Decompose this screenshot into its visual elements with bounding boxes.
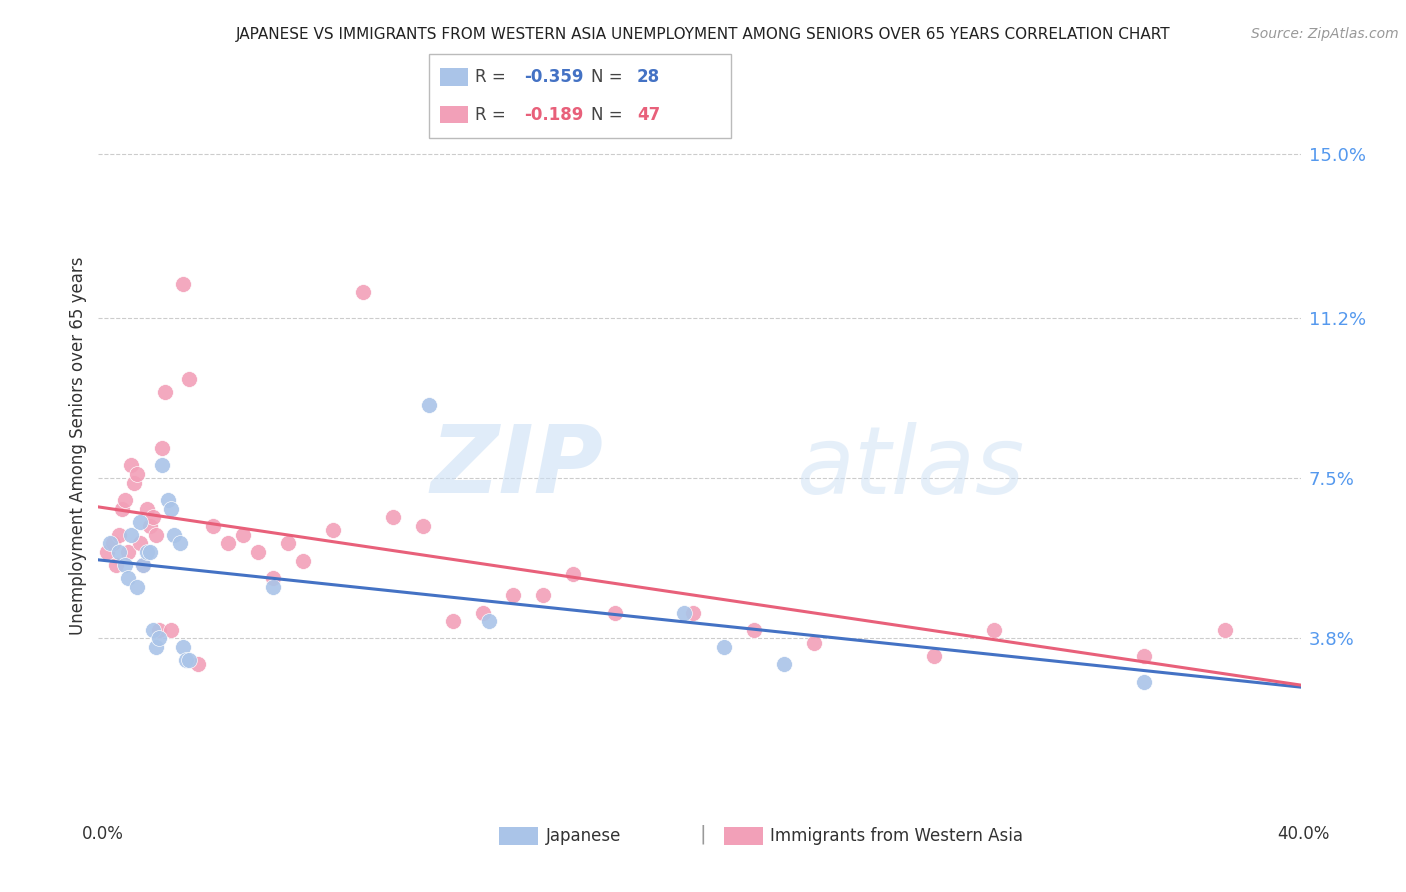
Point — [121, 458, 143, 473]
Point — [277, 536, 299, 550]
Point — [108, 545, 131, 559]
Point — [138, 545, 160, 559]
Point — [150, 458, 173, 473]
Point — [262, 580, 284, 594]
Point — [103, 536, 125, 550]
Point — [246, 545, 269, 559]
Point — [145, 527, 167, 541]
Point — [352, 285, 374, 300]
Point — [159, 501, 181, 516]
Text: atlas: atlas — [796, 422, 1024, 513]
Text: JAPANESE VS IMMIGRANTS FROM WESTERN ASIA UNEMPLOYMENT AMONG SENIORS OVER 65 YEAR: JAPANESE VS IMMIGRANTS FROM WESTERN ASIA… — [236, 27, 1170, 42]
Point — [412, 519, 434, 533]
Point — [713, 640, 735, 654]
Point — [177, 372, 200, 386]
Point — [673, 606, 696, 620]
Point — [742, 623, 765, 637]
Text: Source: ZipAtlas.com: Source: ZipAtlas.com — [1251, 27, 1399, 41]
Point — [418, 398, 440, 412]
Y-axis label: Unemployment Among Seniors over 65 years: Unemployment Among Seniors over 65 years — [69, 257, 87, 635]
Point — [105, 558, 128, 572]
Point — [605, 606, 627, 620]
Text: -0.359: -0.359 — [524, 69, 583, 87]
Point — [148, 632, 170, 646]
Point — [121, 527, 143, 541]
Point — [502, 588, 524, 602]
Point — [156, 493, 179, 508]
Point — [174, 653, 197, 667]
Text: ZIP: ZIP — [430, 421, 603, 514]
Point — [172, 277, 194, 291]
Point — [682, 606, 704, 620]
Text: 28: 28 — [637, 69, 659, 87]
Point — [96, 545, 118, 559]
Point — [138, 519, 160, 533]
Point — [114, 493, 136, 508]
Point — [472, 606, 495, 620]
Text: 47: 47 — [637, 105, 661, 123]
Point — [124, 475, 146, 490]
Point — [153, 384, 176, 399]
Point — [129, 515, 152, 529]
Point — [232, 527, 254, 541]
Point — [381, 510, 404, 524]
Point — [108, 527, 131, 541]
Text: R =: R = — [475, 69, 512, 87]
Point — [127, 467, 149, 482]
Text: Japanese: Japanese — [546, 827, 621, 845]
Point — [114, 558, 136, 572]
Point — [132, 558, 155, 572]
Point — [562, 566, 585, 581]
Point — [141, 510, 163, 524]
Point — [983, 623, 1005, 637]
Point — [117, 545, 139, 559]
Point — [177, 653, 200, 667]
Point — [145, 640, 167, 654]
Point — [441, 614, 464, 628]
Point — [135, 501, 157, 516]
Point — [127, 580, 149, 594]
Point — [159, 623, 181, 637]
Text: N =: N = — [591, 69, 627, 87]
Point — [291, 553, 314, 567]
Point — [169, 536, 191, 550]
Point — [803, 636, 825, 650]
Text: R =: R = — [475, 105, 512, 123]
Point — [922, 648, 945, 663]
Point — [217, 536, 239, 550]
Point — [262, 571, 284, 585]
Point — [187, 657, 209, 672]
Text: Immigrants from Western Asia: Immigrants from Western Asia — [770, 827, 1024, 845]
Point — [162, 527, 184, 541]
Point — [201, 519, 224, 533]
Point — [1133, 674, 1156, 689]
Point — [772, 657, 794, 672]
Text: N =: N = — [591, 105, 627, 123]
Point — [111, 501, 134, 516]
Point — [135, 545, 157, 559]
Text: -0.189: -0.189 — [524, 105, 583, 123]
Point — [117, 571, 139, 585]
Point — [150, 441, 173, 455]
Point — [100, 536, 122, 550]
Point — [132, 558, 155, 572]
Text: |: | — [700, 824, 706, 844]
Point — [129, 536, 152, 550]
Point — [148, 623, 170, 637]
Text: 40.0%: 40.0% — [1277, 825, 1330, 843]
Point — [1215, 623, 1237, 637]
Point — [322, 524, 344, 538]
Point — [531, 588, 554, 602]
Point — [478, 614, 501, 628]
Text: 0.0%: 0.0% — [82, 825, 124, 843]
Point — [141, 623, 163, 637]
Point — [1133, 648, 1156, 663]
Point — [172, 640, 194, 654]
